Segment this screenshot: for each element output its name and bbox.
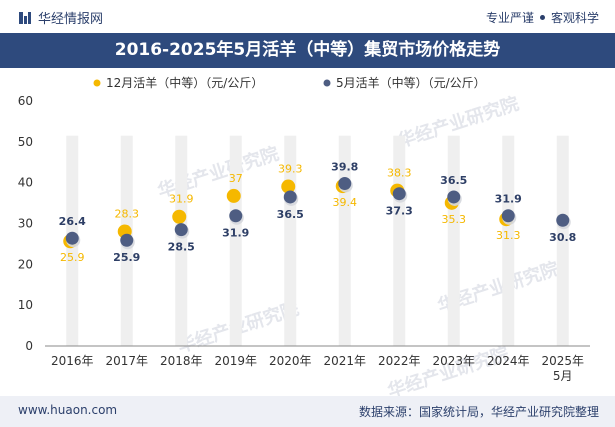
y-tick-label: 30 (18, 217, 33, 231)
point-may (283, 190, 297, 204)
chart-title: 2016-2025年5月活羊（中等）集贸市场价格走势 (0, 33, 615, 68)
data-labels: 25.9 26.4 28.3 25.9 31.9 28.5 37 31.9 39.3 36.5 39… (59, 160, 577, 264)
point-may (338, 176, 352, 190)
category-bands (66, 135, 569, 346)
y-tick-label: 20 (18, 257, 33, 271)
category-band (502, 135, 515, 346)
y-axis: 0 10 20 30 40 50 60 (18, 94, 33, 353)
point-may (120, 233, 134, 247)
watermarks: 华经产业研究院华经产业研究院华经产业研究院华经产业研究院华经产业研究院 (155, 92, 562, 396)
data-label-may: 31.9 (222, 227, 249, 240)
legend-label: 5月活羊（中等）（元/公斤） (336, 75, 486, 90)
category-band (229, 135, 242, 346)
data-label-dec: 25.9 (60, 251, 85, 264)
data-label-may: 36.5 (440, 174, 467, 187)
brand: 华经情报网 (18, 8, 103, 27)
point-dec (281, 179, 296, 194)
y-tick-label: 60 (18, 94, 33, 108)
top-bar: 华经情报网 专业严谨 客观科学 (0, 0, 615, 33)
legend-label: 12月活羊（中等）（元/公斤） (106, 75, 263, 90)
data-marks (63, 176, 571, 250)
point-may (174, 223, 188, 237)
legend: 12月活羊（中等）（元/公斤） 5月活羊（中等）（元/公斤） (93, 75, 486, 90)
data-label-may: 36.5 (277, 208, 304, 221)
footer-website: www.huaon.com (18, 403, 118, 417)
category-band (447, 135, 460, 346)
category-band (175, 135, 188, 346)
tagline-left: 专业严谨 (485, 11, 534, 25)
x-tick-label: 2020年 (269, 354, 312, 368)
y-tick-label: 50 (18, 135, 33, 149)
point-may (447, 190, 461, 204)
data-label-dec: 39.3 (278, 163, 303, 176)
data-label-may: 37.3 (386, 205, 413, 218)
data-label-dec: 38.3 (387, 167, 412, 180)
x-tick-label: 2016年 (51, 354, 94, 368)
data-label-dec: 31.3 (496, 229, 521, 242)
x-tick-label: 2018年 (160, 354, 203, 368)
brand-logo-icon (19, 11, 31, 24)
data-label-may: 39.8 (331, 160, 358, 173)
x-tick-label: 2024年 (487, 354, 530, 368)
data-label-may: 30.8 (549, 231, 576, 244)
data-label-dec: 28.3 (115, 207, 140, 220)
data-label-may: 31.9 (495, 193, 522, 206)
y-tick-label: 0 (25, 339, 33, 353)
data-label-may: 28.5 (168, 241, 195, 254)
x-tick-label: 2022年 (378, 354, 421, 368)
data-label-dec: 39.4 (333, 196, 358, 209)
x-tick-label: 2017年 (105, 354, 148, 368)
chart: 华经产业研究院华经产业研究院华经产业研究院华经产业研究院华经产业研究院 0 10 2… (18, 75, 590, 396)
point-dec (226, 188, 241, 203)
point-may (556, 213, 570, 227)
y-tick-label: 10 (18, 298, 33, 312)
data-label-may: 26.4 (59, 215, 86, 228)
x-axis: 2016年 2017年 2018年 2019年 2020年 2021年 2022年 2023年… (45, 345, 590, 383)
point-dec (172, 209, 187, 224)
y-tick-label: 40 (18, 176, 33, 190)
separator-dot-icon (539, 15, 545, 20)
x-tick-label: 5月 (553, 369, 573, 383)
footer-source: 数据来源：国家统计局，华经产业研究院整理 (358, 405, 599, 419)
point-may (65, 231, 79, 245)
x-tick-label: 2019年 (214, 354, 257, 368)
point-may (229, 209, 243, 223)
tagline: 专业严谨 客观科学 (486, 9, 599, 26)
category-band (556, 135, 569, 346)
brand-name: 华经情报网 (38, 12, 104, 27)
watermark-text: 华经产业研究院 (385, 342, 512, 396)
x-tick-label: 2021年 (323, 354, 366, 368)
data-label-dec: 37 (229, 172, 243, 185)
tagline-right: 客观科学 (550, 11, 599, 25)
x-tick-label: 2023年 (432, 354, 475, 368)
legend-marker (93, 79, 101, 87)
data-label-dec: 31.9 (169, 193, 194, 206)
data-label-dec: 35.3 (442, 213, 467, 226)
x-tick-label: 2025年 (541, 354, 584, 368)
point-may (501, 209, 515, 223)
point-may (392, 187, 406, 201)
data-label-may: 25.9 (113, 251, 140, 264)
legend-marker (323, 79, 331, 87)
footer: www.huaon.com 数据来源：国家统计局，华经产业研究院整理 (0, 396, 615, 427)
